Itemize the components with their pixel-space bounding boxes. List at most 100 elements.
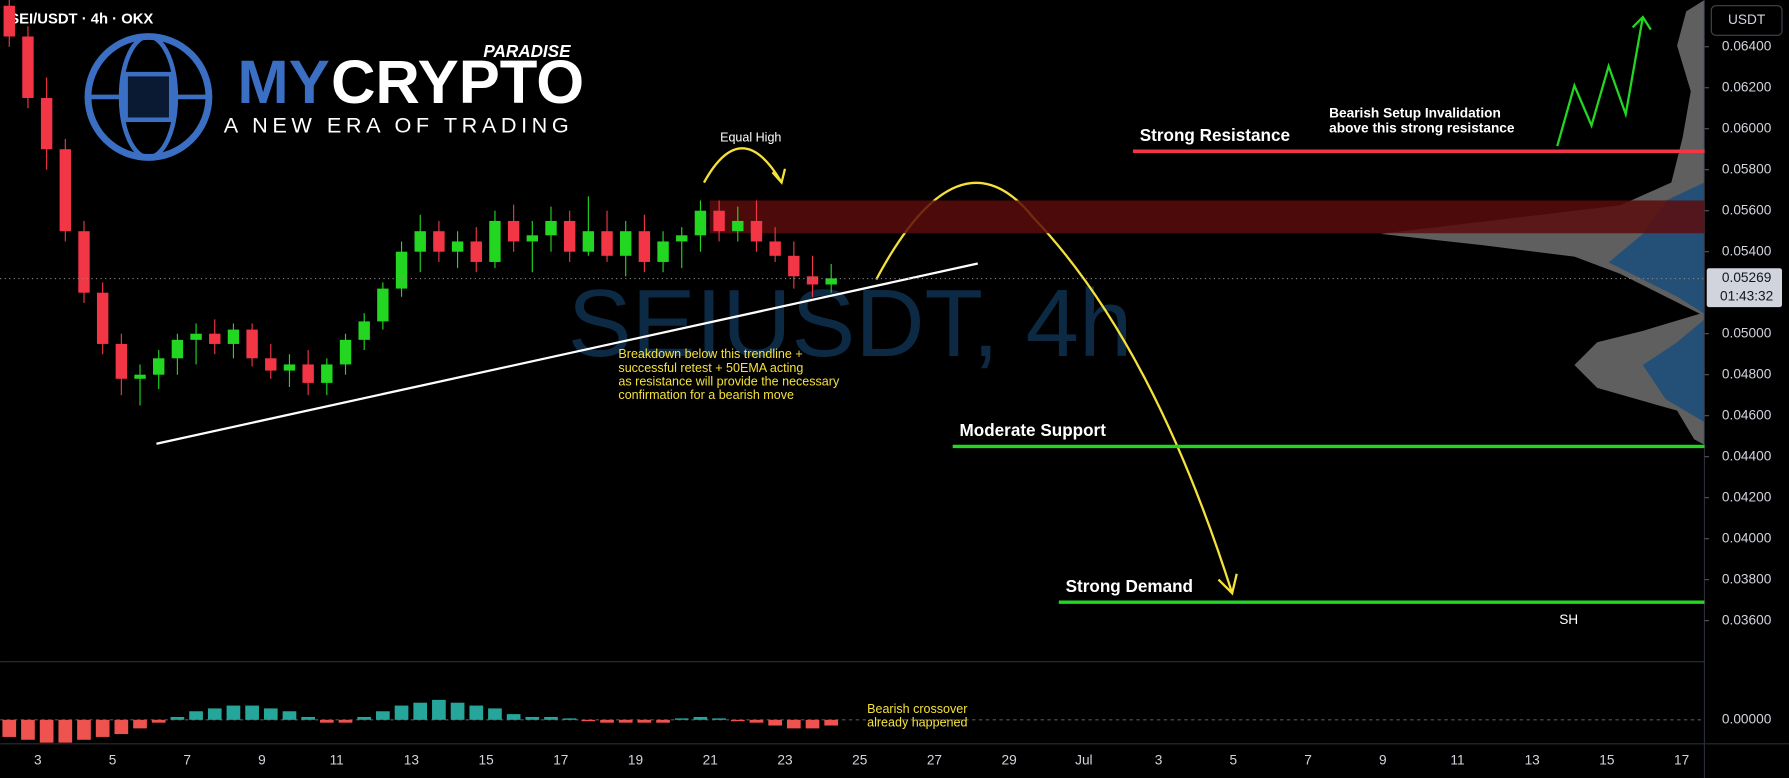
x-tick-label: 5 [109,752,117,767]
x-tick-label: 21 [703,752,718,767]
x-tick-label: 27 [927,752,942,767]
x-tick-label: 17 [1674,752,1689,767]
logo-tag: PARADISE [483,42,571,61]
invalidation-arrow [1631,15,1652,31]
candle-body [96,292,109,344]
x-tick-label: 15 [1599,752,1615,767]
x-tick-label: 19 [628,752,643,767]
macd-bar [394,705,409,720]
macd-bar [544,716,558,720]
candle-body [302,364,314,383]
annotation: confirmation for a bearish move [618,388,794,402]
level-label: Moderate Support [960,421,1107,440]
volume-profile-value-area [1608,182,1705,423]
candle-body [358,321,370,340]
macd-bar [469,705,484,720]
candle-body [507,220,520,242]
macd-bar [282,711,297,720]
annotation: Bearish Setup Invalidation [1329,106,1501,121]
candle-body [657,241,669,262]
candle-body [451,241,464,252]
macd-bar [525,716,540,720]
candle-body [563,220,576,252]
candle-body [190,333,202,340]
y-tick-label: 0.03600 [1722,612,1772,627]
macd-bar [581,719,596,722]
candle-body [489,220,501,262]
candle-body [825,278,837,285]
candle-body [694,210,707,236]
annotation: Breakdown below this trendline + [618,347,802,361]
macd-bar [376,711,390,720]
macd-bar [712,718,726,720]
y-tick-label: 0.06400 [1722,38,1772,53]
y-tick-label: 0.05400 [1722,243,1772,258]
currency-label[interactable]: USDT [1728,12,1766,27]
candle-body [713,210,725,232]
macd-bar [21,719,35,740]
candle-body [395,251,408,289]
trendline [156,262,979,445]
candle-body [545,220,557,236]
macd-bar [170,716,185,720]
candle-body [227,329,240,344]
candle-body [153,358,165,375]
candle-body [209,333,221,344]
candle-body [377,288,389,322]
y-tick-label: 0.04200 [1722,489,1772,504]
x-tick-label: 23 [777,752,792,767]
x-tick-label: Jul [1075,752,1092,767]
countdown: 01:43:32 [1720,288,1773,303]
macd-bar [2,719,17,737]
logo-chip [123,71,174,123]
macd-bar [189,711,203,720]
annotation: Equal High [720,130,781,144]
y-tick-label: 0.05600 [1722,202,1772,217]
x-tick-label: 13 [1525,752,1540,767]
macd-bar [151,719,166,723]
macd-bar [749,719,764,723]
macd-bar [413,702,428,720]
x-tick-label: 9 [1379,752,1387,767]
macd-bar [674,718,689,720]
x-tick-label: 25 [852,752,868,767]
macd-bar [656,719,670,723]
macd-bar [301,716,315,720]
projection-arrow [1217,573,1238,596]
invalidation-zigzag [1556,16,1644,147]
x-tick-label: 7 [183,752,191,767]
candle-body [470,241,482,262]
macd-bar [562,718,577,720]
macd-bar [77,719,91,740]
x-tick-label: 11 [1450,752,1464,767]
last-price-label: 0.05269 [1722,270,1771,285]
resistance-zone [709,200,1705,234]
logo-brand: CRYPTO [331,48,584,117]
candle-body [134,374,146,379]
candle-body [806,276,819,285]
macd-bar [786,719,801,729]
candle-body [638,231,651,262]
macd-bar [245,705,259,720]
candle-body [78,231,90,293]
y-tick-label: 0.04000 [1722,530,1772,545]
y-tick-label: 0.05000 [1722,325,1772,340]
candle-body [601,231,613,256]
candle-body [414,231,426,252]
macd-bar [768,719,782,726]
candle-body [40,97,53,150]
macd-bar [805,719,820,729]
candle-body [246,329,258,359]
last-price-box [1706,268,1783,308]
annotation: above this strong resistance [1329,121,1515,136]
candle-body [732,220,744,232]
macd-bar [824,719,839,726]
projection-curve [875,181,1234,594]
candle-body [526,235,539,242]
candle-body [788,255,800,277]
currency-button[interactable] [1710,5,1783,36]
candle-body [265,358,277,371]
y-tick-label: 0.03800 [1722,571,1772,586]
